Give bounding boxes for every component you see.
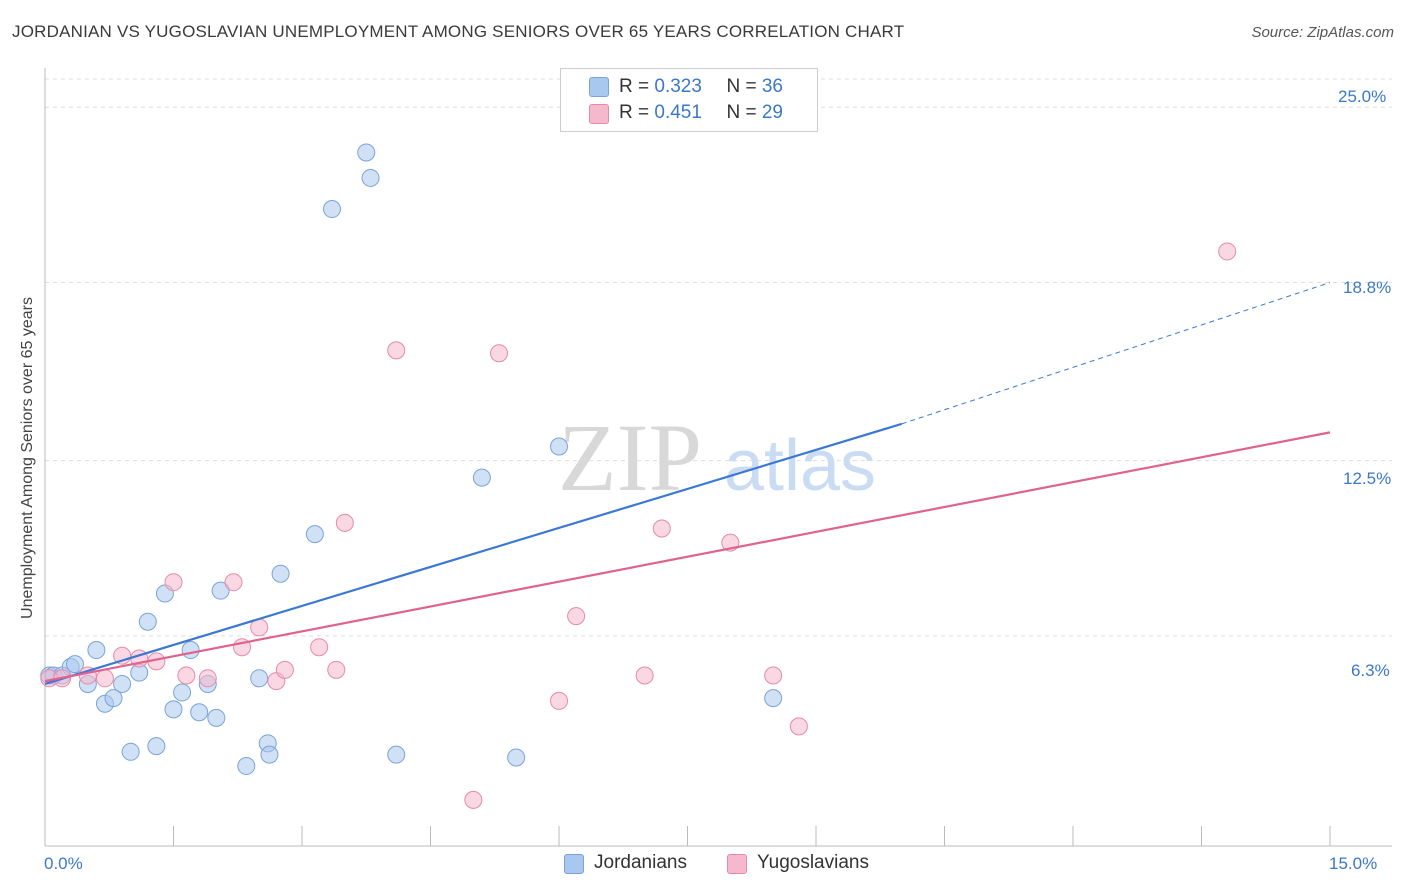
watermark: ZIP atlas <box>558 404 876 511</box>
yugoslavians-point-24 <box>652 519 671 538</box>
yugoslavians-trend-line <box>44 431 1331 683</box>
yugoslavians-point-26 <box>764 666 783 685</box>
yugoslavians-point-14 <box>275 660 294 679</box>
yugoslavians-point-23 <box>635 666 654 685</box>
jordanians-point-8 <box>104 689 123 708</box>
jordanians-trend-line <box>44 422 902 686</box>
bottom-legend-swatch-yugoslavians <box>727 854 747 874</box>
legend-n-value: 29 <box>761 102 783 123</box>
jordanians-point-12 <box>138 612 157 631</box>
jordanians-point-28 <box>322 200 341 219</box>
legend-n-value: 36 <box>761 76 783 97</box>
jordanians-point-20 <box>207 708 226 727</box>
yugoslavians-point-19 <box>464 790 483 809</box>
jordanians-point-35 <box>764 689 783 708</box>
jordanians-point-26 <box>271 564 290 583</box>
yugoslavians-point-9 <box>198 669 217 688</box>
jordanians-point-23 <box>250 669 269 688</box>
jordanians-point-16 <box>173 683 192 702</box>
y-tick-label-25: 25.0% <box>1338 87 1387 106</box>
jordanians-point-9 <box>113 674 132 693</box>
jordanians-point-15 <box>164 700 183 719</box>
jordanians-point-13 <box>147 737 166 756</box>
yugoslavians-point-3 <box>95 669 114 688</box>
jordanians-point-10 <box>121 742 140 761</box>
yugoslavians-point-16 <box>327 660 346 679</box>
x-tick-label-max: 15.0% <box>1329 854 1378 873</box>
legend-row-yugoslavians: R = 0.451 N = 29 <box>619 102 783 124</box>
jordanians-point-25 <box>260 745 279 764</box>
jordanians-point-21 <box>211 581 230 600</box>
yugoslavians-point-17 <box>335 513 354 532</box>
trend-lines <box>44 282 1331 686</box>
jordanians-point-32 <box>472 468 491 487</box>
jordanians-point-30 <box>361 168 380 187</box>
jordanians-point-18 <box>190 703 209 722</box>
watermark-zip: ZIP <box>558 404 702 511</box>
x-tick-label-min: 0.0% <box>44 854 83 873</box>
chart-source: Source: ZipAtlas.com <box>1251 24 1394 41</box>
jordanians-point-29 <box>357 143 376 162</box>
bottom-legend-yugoslavians: Yugoslavians <box>757 852 869 873</box>
yugoslavians-point-7 <box>164 573 183 592</box>
yugoslavians-point-21 <box>550 691 568 710</box>
legend-row-jordanians: R = 0.323 N = 36 <box>619 76 783 98</box>
yugoslavians-point-15 <box>310 638 329 657</box>
legend-box: R = 0.323 N = 36 R = 0.451 N = 29 <box>560 68 818 132</box>
jordanians-trend-extension <box>901 282 1331 425</box>
legend-r-value: 0.323 <box>654 76 702 97</box>
y-tick-label-12-5: 12.5% <box>1343 469 1392 488</box>
yugoslavians-point-18 <box>387 341 406 360</box>
yugoslavians-point-28 <box>1218 242 1237 261</box>
gridlines <box>45 78 1392 637</box>
axes <box>44 68 1392 847</box>
legend-n-label: N = <box>726 76 762 97</box>
jordanians-point-31 <box>387 745 406 764</box>
legend-r-label: R = <box>619 102 655 123</box>
yugoslavians-point-22 <box>567 607 586 626</box>
legend-swatch-jordanians <box>589 77 609 97</box>
jordanians-point-33 <box>507 748 526 767</box>
bottom-legend-jordanians: Jordanians <box>594 852 687 873</box>
legend-swatch-yugoslavians <box>589 104 609 124</box>
yugoslavians-point-27 <box>789 717 808 736</box>
yugoslavians-point-8 <box>177 666 196 685</box>
bottom-legend-swatch-jordanians <box>564 854 584 874</box>
jordanians-point-27 <box>305 525 324 544</box>
jordanians-point-34 <box>550 437 568 456</box>
jordanians-point-6 <box>87 641 106 660</box>
y-tick-label-6-3: 6.3% <box>1351 661 1390 680</box>
jordanians-point-17 <box>181 641 200 660</box>
chart-title: JORDANIAN VS YUGOSLAVIAN UNEMPLOYMENT AM… <box>12 22 905 41</box>
jordanians-point-22 <box>237 756 256 775</box>
yugoslavians-point-10 <box>224 573 243 592</box>
legend-n-label: N = <box>726 102 762 123</box>
legend-r-value: 0.451 <box>654 102 702 123</box>
yugoslavians-point-20 <box>490 344 509 363</box>
legend-r-label: R = <box>619 76 655 97</box>
y-tick-label-18-8: 18.8% <box>1343 278 1392 297</box>
jordanians-point-4 <box>65 655 84 674</box>
